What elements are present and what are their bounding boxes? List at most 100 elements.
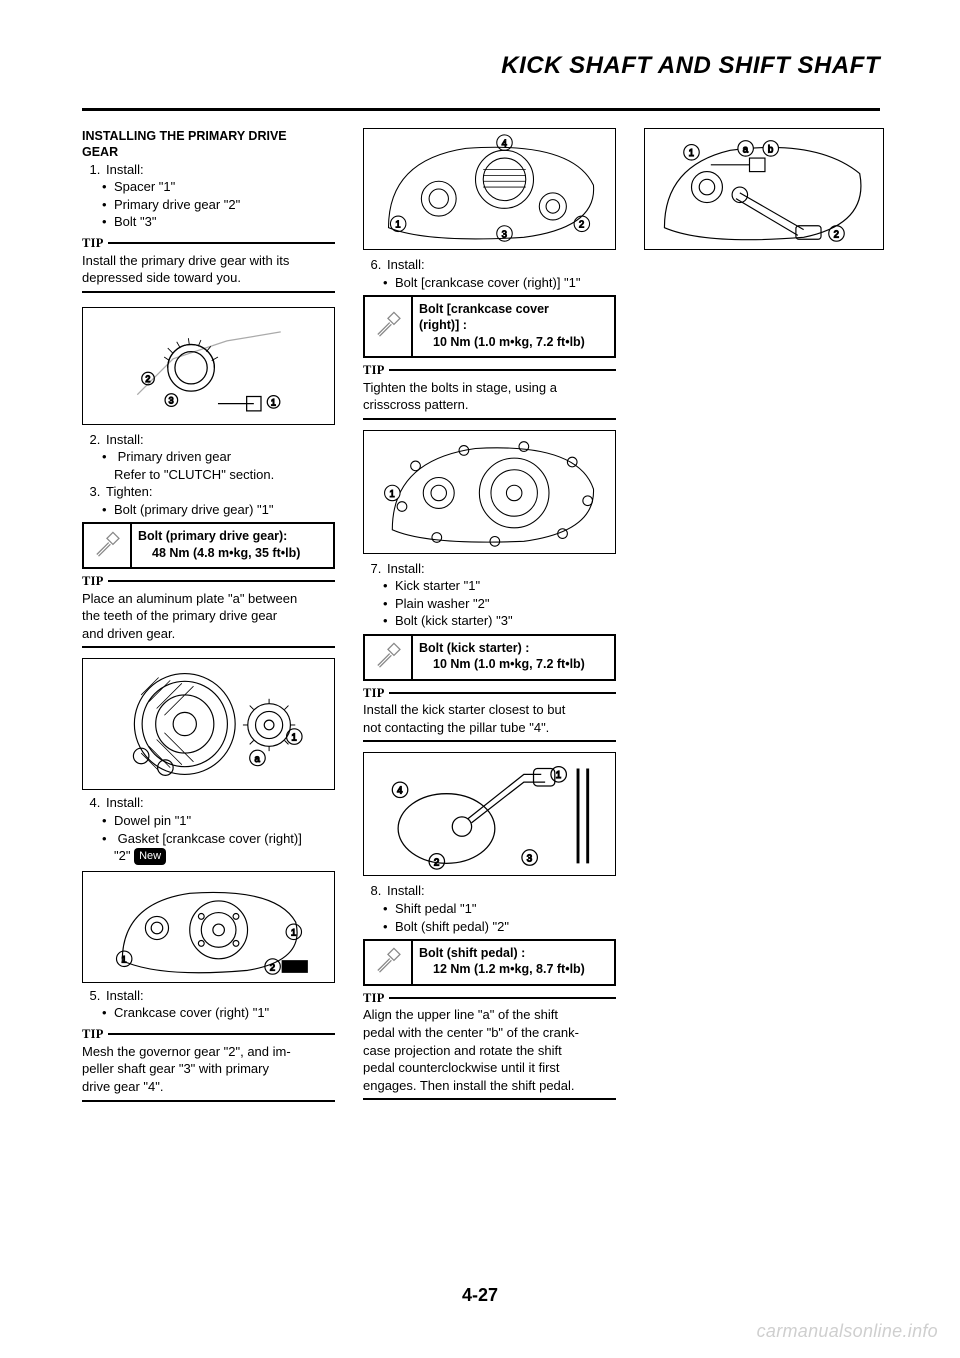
torque-4-value: 12 Nm (1.2 m•kg, 8.7 ft•lb) — [419, 961, 608, 977]
tip-1-text: depressed side toward you. — [82, 269, 335, 287]
tip-rule — [389, 997, 616, 999]
tip-3-text: drive gear "4". — [82, 1078, 335, 1096]
new-tag: New — [134, 848, 166, 865]
step-3: Tighten: Bolt (primary drive gear) "1" — [104, 483, 335, 518]
tip-end-rule — [363, 740, 616, 742]
step-5-item: Crankcase cover (right) "1" — [114, 1004, 335, 1022]
torque-icon — [365, 636, 413, 679]
step-4-item: Gasket [crankcase cover (right)] "2" New — [114, 830, 335, 865]
svg-text:2: 2 — [145, 374, 150, 384]
torque-3-title: Bolt (kick starter) : — [419, 641, 529, 655]
tip-rule — [389, 692, 616, 694]
svg-text:2: 2 — [269, 962, 274, 973]
torque-2-title: Bolt [crankcase cover — [419, 302, 549, 316]
torque-icon — [84, 524, 132, 567]
step-8-label: Install: — [387, 883, 425, 898]
step-3-item: Bolt (primary drive gear) "1" — [114, 501, 335, 519]
step-7-item: Plain washer "2" — [395, 595, 616, 613]
tip-6-text: pedal counterclockwise until it first — [363, 1059, 616, 1077]
tip-6-text: case projection and rotate the shift — [363, 1042, 616, 1060]
torque-2-value: 10 Nm (1.0 m•kg, 7.2 ft•lb) — [419, 334, 608, 350]
figure-shift-pedal: a b 1 2 — [644, 128, 884, 250]
page-title: KICK SHAFT AND SHIFT SHAFT — [501, 52, 880, 80]
svg-text:New: New — [285, 961, 303, 971]
step-1-item: Spacer "1" — [114, 178, 335, 196]
step-7-label: Install: — [387, 561, 425, 576]
figure-clutch: 1 a — [82, 658, 335, 790]
svg-text:1: 1 — [555, 771, 560, 782]
tip-5-text: not contacting the pillar tube "4". — [363, 719, 616, 737]
step-6: Install: Bolt [crankcase cover (right)] … — [385, 256, 616, 291]
tip-end-rule — [82, 291, 335, 293]
step-4-item-text: Gasket [crankcase cover (right)] — [118, 831, 302, 846]
tip-2: TIP Place an aluminum plate "a" between … — [82, 573, 335, 649]
column-1: INSTALLING THE PRIMARY DRIVE GEAR Instal… — [82, 128, 335, 1102]
tip-1: TIP Install the primary drive gear with … — [82, 235, 335, 293]
step-5: Install: Crankcase cover (right) "1" — [104, 987, 335, 1022]
torque-box-1: Bolt (primary drive gear): 48 Nm (4.8 m•… — [82, 522, 335, 569]
svg-text:2: 2 — [834, 229, 839, 240]
step-2-item-sub: Refer to "CLUTCH" section. — [114, 467, 274, 482]
step-7: Install: Kick starter "1" Plain washer "… — [385, 560, 616, 630]
torque-box-4: Bolt (shift pedal) : 12 Nm (1.2 m•kg, 8.… — [363, 939, 616, 986]
step-7-item: Kick starter "1" — [395, 577, 616, 595]
svg-text:1: 1 — [270, 397, 275, 407]
step-1-label: Install: — [106, 162, 144, 177]
svg-text:4: 4 — [501, 138, 507, 149]
step-7-item: Bolt (kick starter) "3" — [395, 612, 616, 630]
step-8-item: Bolt (shift pedal) "2" — [395, 918, 616, 936]
tip-end-rule — [363, 1098, 616, 1100]
tip-6: TIP Align the upper line "a" of the shif… — [363, 990, 616, 1101]
tip-1-text: Install the primary drive gear with its — [82, 252, 335, 270]
tip-3-text: Mesh the governor gear "2", and im- — [82, 1043, 335, 1061]
tip-4: TIP Tighten the bolts in stage, using a … — [363, 362, 616, 420]
tip-rule — [108, 1033, 335, 1035]
svg-text:3: 3 — [526, 854, 531, 865]
step-6-label: Install: — [387, 257, 425, 272]
svg-text:a: a — [743, 144, 749, 155]
tip-5-text: Install the kick starter closest to but — [363, 701, 616, 719]
tip-label: TIP — [82, 573, 104, 590]
torque-4-title: Bolt (shift pedal) : — [419, 946, 525, 960]
step-4-label: Install: — [106, 795, 144, 810]
figure-cover-bolts: 1 — [363, 430, 616, 554]
figure-crankcase-internals: 1 4 2 3 — [363, 128, 616, 250]
page-number: 4-27 — [0, 1285, 960, 1306]
column-2: 1 4 2 3 Install: Bolt [crankcase cover (… — [363, 128, 616, 1102]
svg-text:b: b — [768, 144, 773, 155]
tip-label: TIP — [82, 1026, 104, 1043]
svg-text:a: a — [254, 754, 260, 765]
tip-2-text: Place an aluminum plate "a" between — [82, 590, 335, 608]
svg-text:1: 1 — [395, 220, 400, 231]
tip-label: TIP — [363, 362, 385, 379]
svg-text:3: 3 — [168, 395, 173, 405]
step-3-label: Tighten: — [106, 484, 153, 499]
step-4-item: Dowel pin "1" — [114, 812, 335, 830]
tip-end-rule — [82, 1100, 335, 1102]
step-6-item: Bolt [crankcase cover (right)] "1" — [395, 274, 616, 292]
figure-crankcase-cover: 1 1 2 New — [82, 871, 335, 983]
step-4-item-text2: "2" — [114, 848, 130, 863]
step-2-label: Install: — [106, 432, 144, 447]
step-1-item: Bolt "3" — [114, 213, 335, 231]
svg-text:1: 1 — [689, 148, 694, 159]
watermark: carmanualsonline.info — [757, 1321, 938, 1342]
tip-rule — [108, 242, 335, 244]
tip-label: TIP — [363, 990, 385, 1007]
torque-icon — [365, 297, 413, 356]
header-rule — [82, 108, 880, 111]
torque-1-title: Bolt (primary drive gear): — [138, 529, 287, 543]
tip-rule — [108, 580, 335, 582]
tip-6-text: engages. Then install the shift pedal. — [363, 1077, 616, 1095]
tip-6-text: Align the upper line "a" of the shift — [363, 1006, 616, 1024]
svg-text:2: 2 — [433, 858, 438, 869]
step-5-label: Install: — [106, 988, 144, 1003]
tip-6-text: pedal with the center "b" of the crank- — [363, 1024, 616, 1042]
tip-2-text: the teeth of the primary drive gear — [82, 607, 335, 625]
tip-5: TIP Install the kick starter closest to … — [363, 685, 616, 743]
svg-text:1: 1 — [291, 733, 296, 744]
torque-2-title: (right)] : — [419, 318, 467, 332]
tip-label: TIP — [82, 235, 104, 252]
step-8: Install: Shift pedal "1" Bolt (shift ped… — [385, 882, 616, 935]
step-2-item-text: Primary driven gear — [118, 449, 231, 464]
